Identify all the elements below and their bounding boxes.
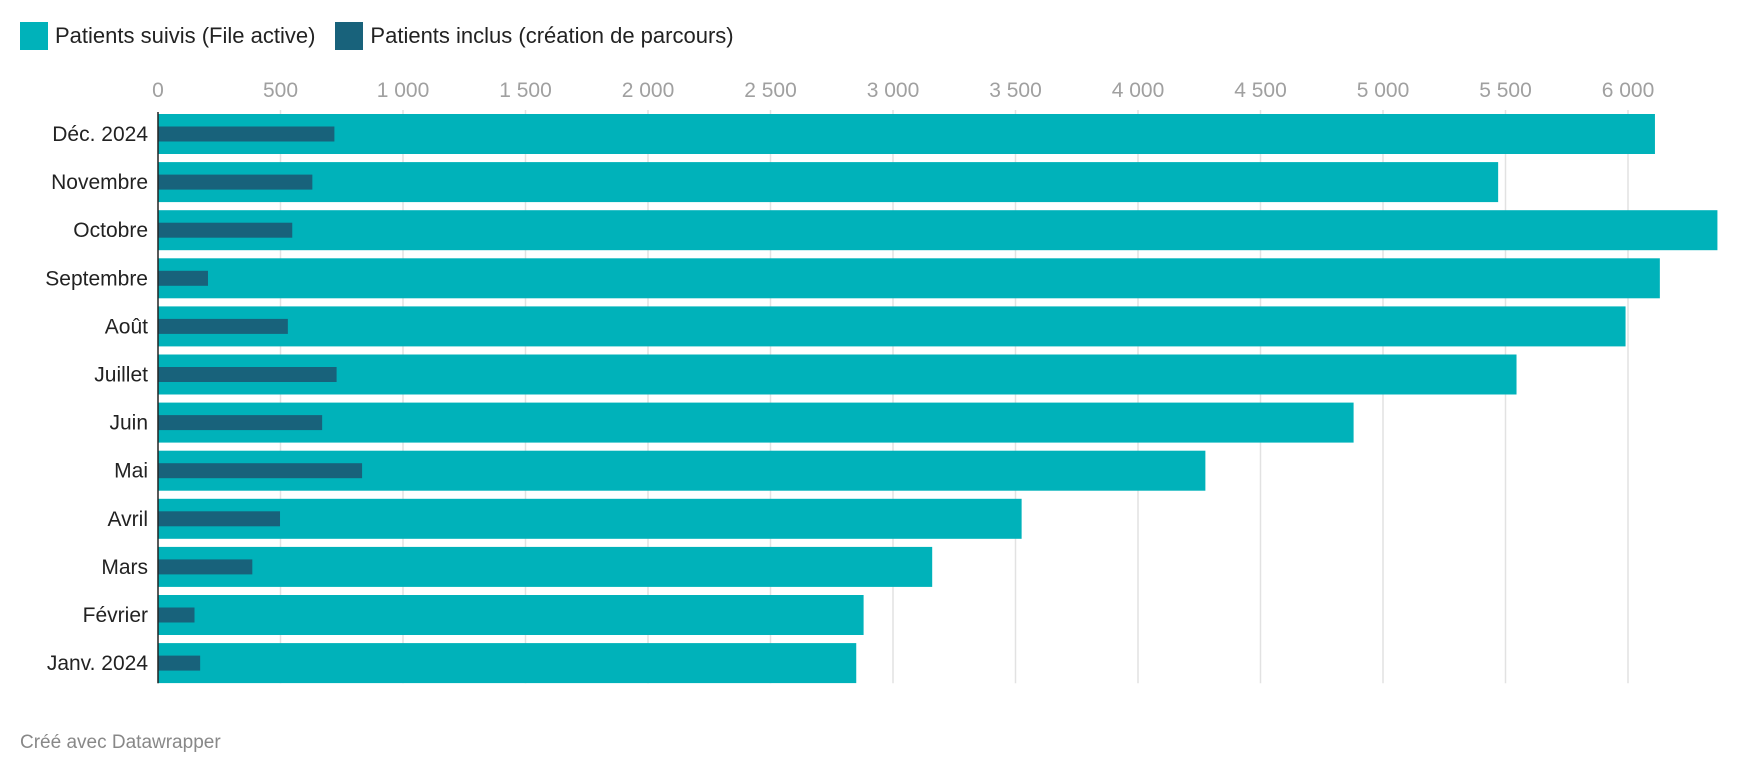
bar-patients-inclus [158, 511, 281, 527]
category-label: Juillet [94, 364, 148, 387]
legend-item-suivis: Patients suivis (File active) [20, 22, 315, 50]
footer-credit: Créé avec Datawrapper [20, 732, 221, 753]
bar-patients-inclus [158, 415, 323, 431]
legend-label: Patients inclus (création de parcours) [370, 23, 734, 48]
x-tick-label: 1 500 [499, 79, 552, 102]
category-label: Avril [108, 508, 148, 531]
bar-patients-suivis [158, 306, 1626, 347]
bar-patients-suivis [158, 643, 857, 684]
x-tick-label: 4 500 [1234, 79, 1287, 102]
bar-patients-suivis [158, 114, 1655, 154]
category-label: Janv. 2024 [47, 652, 149, 675]
category-label: Août [105, 315, 148, 338]
bar-patients-inclus [158, 559, 253, 575]
category-label: Septembre [45, 267, 148, 290]
bar-patients-suivis [158, 354, 1517, 395]
x-tick-label: 2 000 [622, 79, 675, 102]
category-label: Déc. 2024 [52, 123, 148, 146]
bar-patients-inclus [158, 655, 201, 671]
bar-patients-suivis [158, 258, 1660, 299]
bar-patients-suivis [158, 210, 1718, 251]
legend: Patients suivis (File active) Patients i… [20, 22, 734, 50]
category-label: Juin [109, 412, 148, 435]
bar-patients-inclus [158, 367, 337, 382]
bar-patients-suivis [158, 162, 1499, 203]
x-tick-label: 1 000 [377, 79, 430, 102]
legend-swatch [335, 22, 364, 50]
category-label: Mai [114, 460, 148, 483]
category-label: Novembre [51, 171, 148, 194]
bar-patients-inclus [158, 607, 195, 623]
bar-patients-suivis [158, 546, 933, 587]
bar-patients-inclus [158, 126, 335, 142]
x-tick-label: 4 000 [1112, 79, 1165, 102]
x-tick-label: 5 500 [1479, 79, 1532, 102]
bar-patients-suivis [158, 595, 864, 635]
bar-patients-inclus [158, 463, 363, 479]
bar-patients-suivis [158, 498, 1022, 539]
x-tick-label: 3 000 [867, 79, 920, 102]
category-label: Octobre [73, 219, 148, 242]
x-tick-label: 2 500 [744, 79, 797, 102]
bar-patients-inclus [158, 270, 208, 286]
x-tick-label: 5 000 [1357, 79, 1410, 102]
category-label: Mars [101, 556, 148, 579]
legend-swatch [20, 22, 48, 50]
legend-label: Patients suivis (File active) [55, 23, 316, 48]
bar-patients-suivis [158, 402, 1354, 443]
x-tick-label: 0 [152, 79, 164, 102]
x-tick-label: 3 500 [989, 79, 1042, 102]
legend-item-inclus: Patients inclus (création de parcours) [335, 22, 734, 50]
x-tick-label: 6 000 [1602, 79, 1655, 102]
category-label: Février [83, 604, 148, 627]
bar-patients-inclus [158, 318, 288, 334]
x-tick-label: 500 [263, 79, 298, 102]
bar-patients-inclus [158, 222, 293, 238]
bar-patients-inclus [158, 174, 313, 190]
